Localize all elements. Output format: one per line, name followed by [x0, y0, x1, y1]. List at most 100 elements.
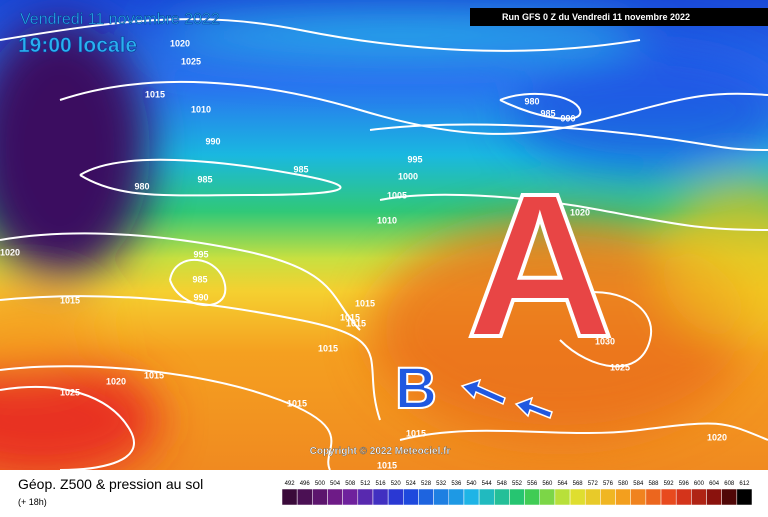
scale-label: 560 [542, 481, 553, 487]
scale-label: 564 [557, 481, 568, 487]
scale-cell [463, 488, 480, 506]
scale-label: 588 [648, 481, 659, 487]
scale-cell [433, 488, 450, 506]
isobar-label: 1020 [707, 432, 727, 442]
isobar-label: 1010 [377, 215, 397, 225]
isobar-label: 985 [540, 108, 555, 118]
color-scale: 492 496 500 504 508 512 516 520 524 528 532 536 540 5… [281, 481, 753, 506]
isobar-label: 1020 [0, 247, 20, 257]
low-pressure-symbol: B [395, 356, 437, 421]
isobar-labels: 1020102510151010990985980985995100010051… [0, 38, 727, 470]
isobar-label: 985 [293, 164, 308, 174]
scale-label: 552 [512, 481, 523, 487]
scale-cell [660, 488, 677, 506]
scale-label: 524 [406, 481, 417, 487]
scale-cell [615, 488, 631, 506]
high-pressure-symbol: A [466, 151, 614, 380]
scale-cell [630, 488, 647, 506]
scale-cell [524, 488, 540, 506]
isobar-label: 1015 [340, 312, 360, 322]
isobar-label: 1020 [170, 38, 190, 48]
isobar-label: 1015 [287, 398, 307, 408]
arrows [460, 378, 553, 419]
scale-label: 516 [376, 481, 387, 487]
scale-label: 568 [573, 481, 584, 487]
isobar-label: 1020 [570, 207, 590, 217]
scale-label: 512 [360, 481, 371, 487]
legend-title: Géop. Z500 & pression au sol [18, 476, 203, 492]
scale-label: 504 [330, 481, 341, 487]
scale-label: 548 [497, 481, 508, 487]
scale-cell [327, 488, 343, 506]
scale-label: 544 [482, 481, 493, 487]
scale-cell [584, 488, 601, 506]
isobar-label: 1010 [191, 104, 211, 114]
scale-cell [691, 488, 707, 506]
scale-cell [296, 488, 313, 506]
run-box [470, 8, 768, 26]
scale-label: 592 [664, 481, 675, 487]
scale-label: 500 [315, 481, 326, 487]
legend-lead: (+ 18h) [18, 497, 47, 507]
run-info: Run GFS 0 Z du Vendredi 11 novembre 2022 [502, 12, 690, 22]
scale-label: 612 [739, 481, 750, 487]
scale-cell [342, 488, 359, 506]
isobar-label: 1025 [60, 387, 80, 397]
scale-cell [675, 488, 692, 506]
scale-cell [600, 488, 616, 506]
forecast-date: Vendredi 11 novembre 2022 [20, 11, 220, 28]
scale-label: 604 [709, 481, 720, 487]
scale-label: 576 [603, 481, 614, 487]
scale-label: 608 [724, 481, 735, 487]
scale-cell [494, 488, 510, 506]
isobar-label: 980 [524, 96, 539, 106]
scale-label: 520 [391, 481, 402, 487]
scale-label: 600 [694, 481, 705, 487]
scale-label: 572 [588, 481, 599, 487]
scale-label: 540 [467, 481, 478, 487]
isobar-label: 990 [205, 136, 220, 146]
scale-label: 580 [618, 481, 629, 487]
isobar-label: 1015 [145, 89, 165, 99]
scale-cell [721, 488, 738, 506]
scale-cell [736, 488, 753, 506]
scale-cell [569, 488, 586, 506]
isobar-label: 1015 [406, 428, 426, 438]
scale-label: 492 [285, 481, 296, 487]
isobar-label: 980 [134, 181, 149, 191]
scale-cell [387, 488, 404, 506]
scale-label: 496 [300, 481, 311, 487]
scale-label: 536 [451, 481, 462, 487]
isobar-label: 1005 [387, 190, 407, 200]
scale-cell [706, 488, 722, 506]
isobar-label: 995 [407, 154, 422, 164]
copyright: Copyright © 2022 Meteociel.fr [310, 446, 451, 457]
scale-label: 556 [527, 481, 538, 487]
scale-cell [403, 488, 419, 506]
isobar-label: 1025 [181, 56, 201, 66]
scale-cell [509, 488, 525, 506]
isobars-lines [0, 18, 768, 471]
isobar-label: 990 [193, 292, 208, 302]
scale-label: 584 [633, 481, 644, 487]
scale-cell [539, 488, 556, 506]
scale-cell [281, 488, 298, 506]
isobar-label: 1025 [610, 362, 630, 372]
isobar-label: 985 [192, 274, 207, 284]
isobar-label: 1015 [355, 298, 375, 308]
scale-cell [448, 488, 465, 506]
scale-cell [418, 488, 434, 506]
scale-label: 596 [679, 481, 690, 487]
isobar-label: 1000 [398, 171, 418, 181]
isobar-label: 1015 [318, 343, 338, 353]
scale-cell [357, 488, 374, 506]
isobar-label: 985 [197, 174, 212, 184]
scale-label: 508 [345, 481, 356, 487]
forecast-time: 19:00 locale [18, 34, 137, 57]
field-blobs [0, 13, 768, 480]
isobar-label: 995 [193, 249, 208, 259]
isobar-label: 1015 [60, 295, 80, 305]
scale-cell [645, 488, 662, 506]
